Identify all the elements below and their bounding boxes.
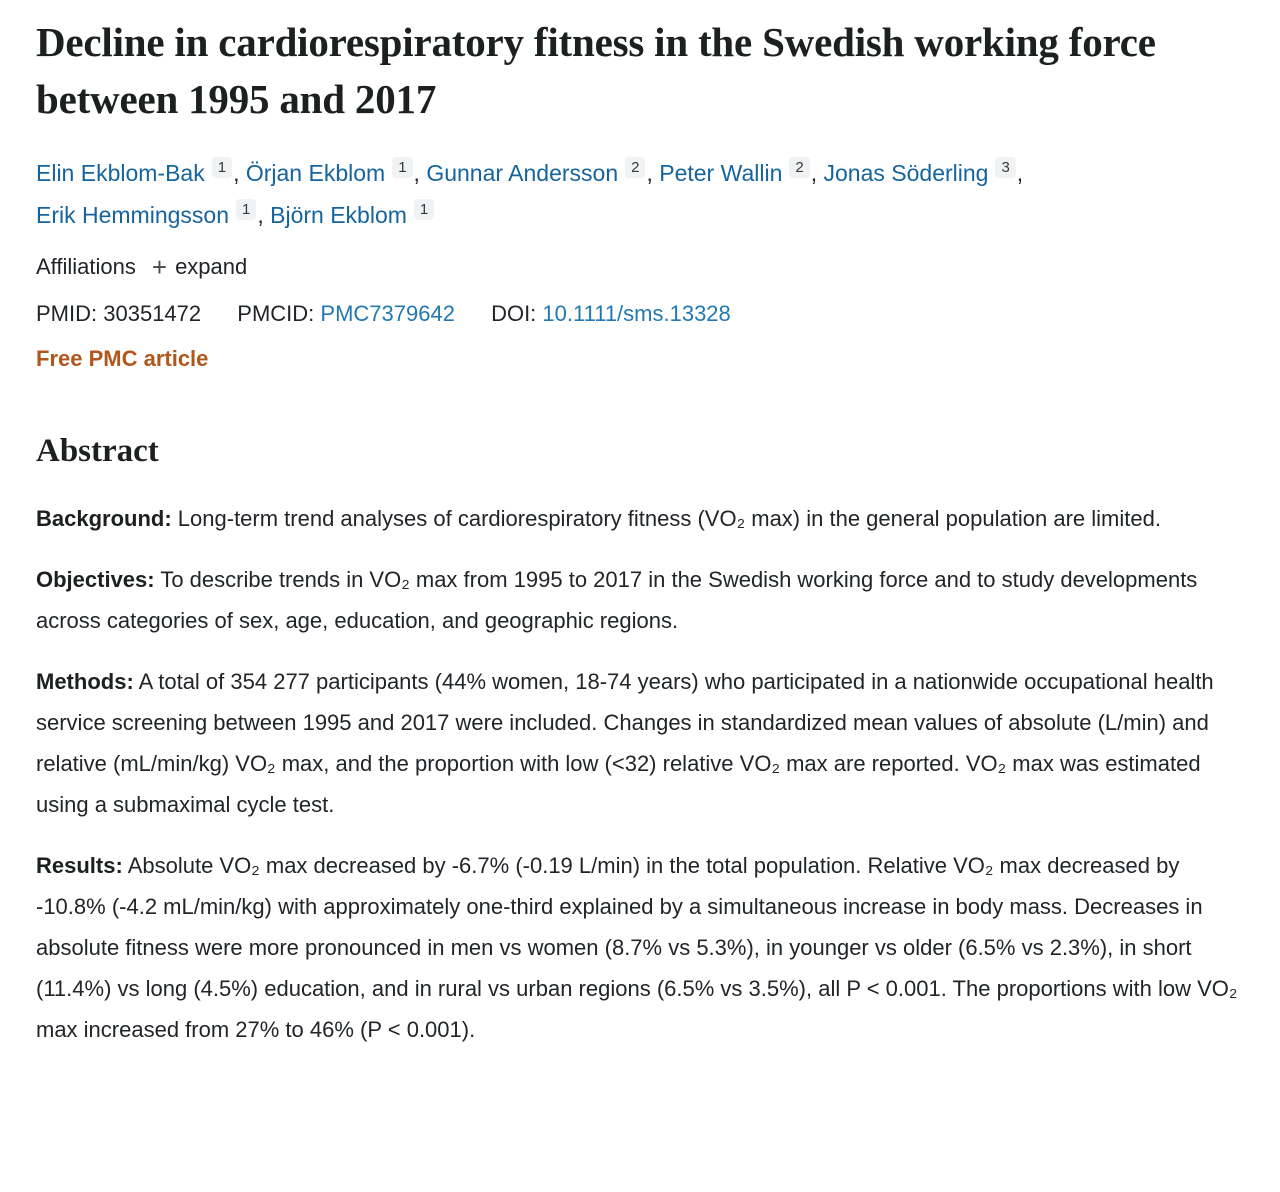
- abstract-section-label: Results:: [36, 853, 123, 878]
- abstract-paragraph: Background: Long-term trend analyses of …: [36, 506, 1161, 531]
- author-link[interactable]: Björn Ekblom: [270, 202, 407, 228]
- pmid-group: PMID: 30351472: [36, 301, 207, 326]
- author-separator: ,: [810, 160, 818, 186]
- author-affiliation-number: 1: [236, 199, 257, 221]
- plus-icon: +: [151, 252, 168, 282]
- abstract-section-label: Objectives:: [36, 567, 155, 592]
- author-link[interactable]: Gunnar Andersson: [426, 160, 619, 186]
- abstract-body: Background: Long-term trend analyses of …: [36, 498, 1246, 1050]
- author: Erik Hemmingsson 1,: [36, 199, 264, 228]
- author: Jonas Söderling 3,: [823, 157, 1024, 186]
- doi-label: DOI:: [491, 301, 537, 326]
- author-separator: ,: [413, 160, 420, 186]
- abstract-paragraph: Results: Absolute VO₂ max decreased by -…: [36, 853, 1238, 1042]
- author-affiliation-number: 2: [625, 157, 646, 179]
- author-affiliation-number: 2: [789, 157, 810, 179]
- author-affiliation-number: 1: [413, 199, 435, 221]
- abstract-heading: Abstract: [36, 433, 159, 469]
- author-link[interactable]: Elin Ekblom-Bak: [36, 160, 205, 186]
- author-separator: ,: [646, 160, 653, 186]
- article-abstract-page: Decline in cardiorespiratory fitness in …: [36, 19, 1246, 1050]
- authors-list: Elin Ekblom-Bak 1, Örjan Ekblom 1, Gunnar …: [36, 152, 1221, 236]
- author-link[interactable]: Peter Wallin: [659, 160, 783, 186]
- author-link[interactable]: Örjan Ekblom: [245, 160, 386, 186]
- affiliations-label: Affiliations: [36, 254, 136, 279]
- author-separator: ,: [257, 202, 264, 228]
- affiliations-expand-button[interactable]: + expand: [152, 254, 247, 280]
- author-separator: ,: [233, 160, 240, 186]
- page-title: Decline in cardiorespiratory fitness in …: [36, 19, 1156, 122]
- author-link[interactable]: Erik Hemmingsson: [36, 202, 229, 228]
- doi-group: DOI: 10.1111/sms.13328: [491, 301, 731, 326]
- abstract-section-label: Methods:: [36, 669, 134, 694]
- author: Björn Ekblom 1: [270, 199, 435, 228]
- affiliations-row: Affiliations + expand: [36, 252, 1246, 282]
- author-affiliation-number: 3: [995, 157, 1016, 179]
- pmcid-link[interactable]: PMC7379642: [320, 301, 455, 326]
- author-link[interactable]: Jonas Söderling: [823, 160, 989, 186]
- author: Gunnar Andersson 2,: [426, 157, 653, 186]
- author-separator: ,: [1016, 160, 1024, 186]
- identifiers-row: PMID: 30351472 PMCID: PMC7379642 DOI: 10…: [36, 299, 1246, 329]
- pmcid-group: PMCID: PMC7379642: [237, 301, 461, 326]
- pmid-value: 30351472: [103, 301, 202, 326]
- pmcid-label: PMCID:: [237, 301, 315, 326]
- free-pmc-article-label: Free PMC article: [36, 346, 209, 371]
- abstract-paragraph: Methods: A total of 354 277 participants…: [36, 669, 1214, 817]
- author-affiliation-number: 1: [392, 157, 413, 179]
- doi-link[interactable]: 10.1111/sms.13328: [542, 301, 731, 326]
- author: Peter Wallin 2,: [659, 157, 818, 186]
- abstract-paragraph: Objectives: To describe trends in VO₂ ma…: [36, 567, 1198, 633]
- author: Elin Ekblom-Bak 1,: [36, 157, 240, 186]
- abstract-section-label: Background:: [36, 506, 172, 531]
- author-affiliation-number: 1: [211, 157, 233, 179]
- affiliations-expand-label: expand: [175, 254, 248, 279]
- author: Örjan Ekblom 1,: [245, 157, 420, 186]
- pmid-label: PMID:: [36, 301, 98, 326]
